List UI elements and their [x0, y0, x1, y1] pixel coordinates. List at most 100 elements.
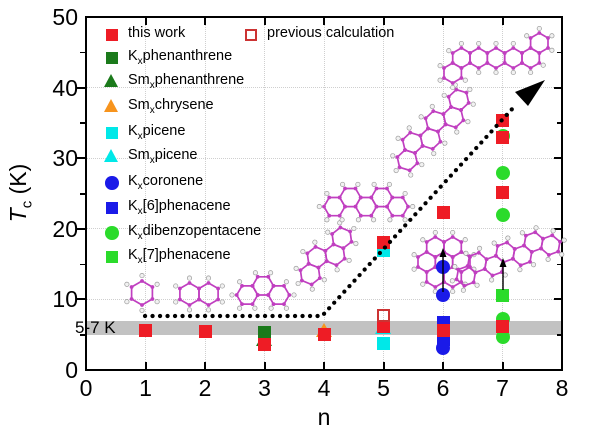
- y-tick-left: [77, 157, 85, 160]
- y-minor-tick-right: [557, 51, 562, 54]
- y-minor-tick-right: [557, 334, 562, 336]
- x-tick-bottom: [263, 362, 266, 370]
- marker-this-work: [496, 186, 509, 200]
- marker-this-work: [496, 131, 509, 145]
- y-axis-subscript: c: [18, 200, 36, 209]
- molecule-6-phenacene: [390, 82, 476, 178]
- y-tick-label: 30: [52, 145, 78, 172]
- x-tick-label: 7: [496, 375, 509, 401]
- x-tick-top: [144, 17, 147, 25]
- marker-this-work: [436, 206, 450, 220]
- marker-this-work: [436, 324, 450, 337]
- legend-swatch-smx-picene: [104, 149, 119, 163]
- x-tick-label: 5: [377, 375, 390, 401]
- x-tick-top: [204, 17, 206, 25]
- y-tick-label: 50: [52, 4, 78, 30]
- x-tick-bottom: [323, 362, 325, 370]
- legend-swatch-kx-phenanthrene: [105, 51, 119, 65]
- legend-label-this-work: this work: [128, 25, 186, 41]
- x-tick-top: [501, 17, 504, 25]
- x-tick-label: 2: [198, 375, 212, 401]
- x-tick-top: [382, 17, 385, 25]
- legend-label-smx-picene: Smxpicene: [128, 147, 198, 166]
- gridline-vertical: [264, 17, 265, 370]
- x-tick-label: 1: [139, 375, 152, 401]
- x-tick-bottom: [442, 362, 444, 370]
- legend-swatch-smx-phenanthrene: [104, 74, 119, 88]
- marker-this-work: [496, 114, 509, 128]
- y-minor-tick-left: [80, 122, 85, 124]
- y-tick-right: [554, 227, 562, 230]
- y-axis-unit: (K): [5, 163, 31, 195]
- x-tick-label: 6: [436, 375, 450, 401]
- y-tick-label: 20: [52, 215, 78, 242]
- legend-swatch-kx-dibenzopentacene: [105, 226, 119, 240]
- y-axis-symbol: T: [5, 208, 31, 223]
- marker-kx-picene: [377, 336, 390, 350]
- marker-this-work: [317, 328, 331, 342]
- x-tick-label: 4: [317, 375, 331, 401]
- y-minor-tick-left: [80, 263, 85, 266]
- legend-label-smx-phenanthrene: Smxphenanthrene: [128, 72, 245, 91]
- y-tick-label: 0: [65, 357, 78, 383]
- y-minor-tick-right: [557, 193, 562, 195]
- molecule-dibenzopentacene: [437, 25, 555, 91]
- marker-this-work: [377, 319, 390, 333]
- gridline-vertical: [323, 17, 325, 370]
- marker-this-work: [198, 325, 212, 339]
- y-minor-tick-right: [557, 122, 562, 124]
- y-tick-left: [77, 227, 85, 230]
- y-tick-left: [77, 298, 85, 301]
- x-tick-bottom: [204, 362, 206, 370]
- x-tick-label: 8: [555, 375, 569, 401]
- legend-swatch-kx-7phenacene: [105, 250, 119, 264]
- x-tick-top: [442, 17, 444, 25]
- y-tick-right: [554, 86, 562, 89]
- marker-kx-coronene: [436, 259, 450, 274]
- legend-swatch-this-work: [105, 28, 119, 42]
- marker-kx-7phenacene: [496, 288, 509, 302]
- legend-label-previous-calculation: previous calculation: [267, 25, 395, 41]
- legend-swatch-kx-picene: [105, 126, 119, 140]
- x-tick-bottom: [144, 362, 147, 370]
- legend-label-kx-7phenacene: Kx[7]phenacene: [128, 247, 231, 266]
- legend-label-kx-picene: Kxpicene: [128, 123, 186, 142]
- y-tick-label: 10: [52, 286, 78, 313]
- legend-swatch-kx-6phenacene: [105, 201, 119, 215]
- y-minor-tick-right: [557, 263, 562, 266]
- legend-label-kx-6phenacene: Kx[6]phenacene: [128, 198, 231, 217]
- marker-kx-dibenzopentacene: [495, 208, 510, 223]
- x-axis-label: n: [317, 404, 331, 430]
- molecule-naphthalene: [173, 275, 225, 313]
- y-minor-tick-left: [80, 51, 85, 54]
- band-label: 5-7 K: [75, 318, 116, 337]
- marker-this-work: [496, 320, 509, 334]
- marker-kx-coronene: [436, 287, 450, 302]
- marker-kx-dibenzopentacene: [495, 166, 510, 180]
- legend-label-kx-phenanthrene: Kxphenanthrene: [128, 48, 233, 67]
- legend-swatch-previous-calculation: [244, 28, 258, 42]
- gridline-vertical: [145, 17, 146, 370]
- marker-this-work: [377, 235, 390, 249]
- marker-this-work: [139, 324, 152, 337]
- x-tick-label: 0: [79, 375, 93, 401]
- y-tick-left: [77, 86, 85, 89]
- y-tick-right: [554, 298, 562, 301]
- y-axis-label: Tc (K): [5, 137, 36, 249]
- molecule-benzene: [124, 273, 160, 313]
- x-tick-top: [263, 17, 266, 25]
- legend-label-kx-coronene: Kxcoronene: [128, 173, 204, 192]
- legend-label-kx-dibenzopentacene: Kxdibenzopentacene: [128, 223, 262, 242]
- gridline-vertical: [204, 17, 206, 370]
- molecule-picene: [316, 181, 416, 223]
- trend-arrowhead: [515, 80, 545, 106]
- marker-this-work: [258, 338, 271, 352]
- legend-label-smx-chrysene: Smxchrysene: [128, 97, 214, 116]
- x-tick-label: 3: [258, 375, 271, 401]
- molecule-phenanthrene: [229, 270, 297, 311]
- y-tick-label: 40: [52, 74, 78, 101]
- y-minor-tick-left: [80, 193, 85, 195]
- molecule-chrysene: [293, 220, 359, 292]
- x-tick-top: [323, 17, 325, 25]
